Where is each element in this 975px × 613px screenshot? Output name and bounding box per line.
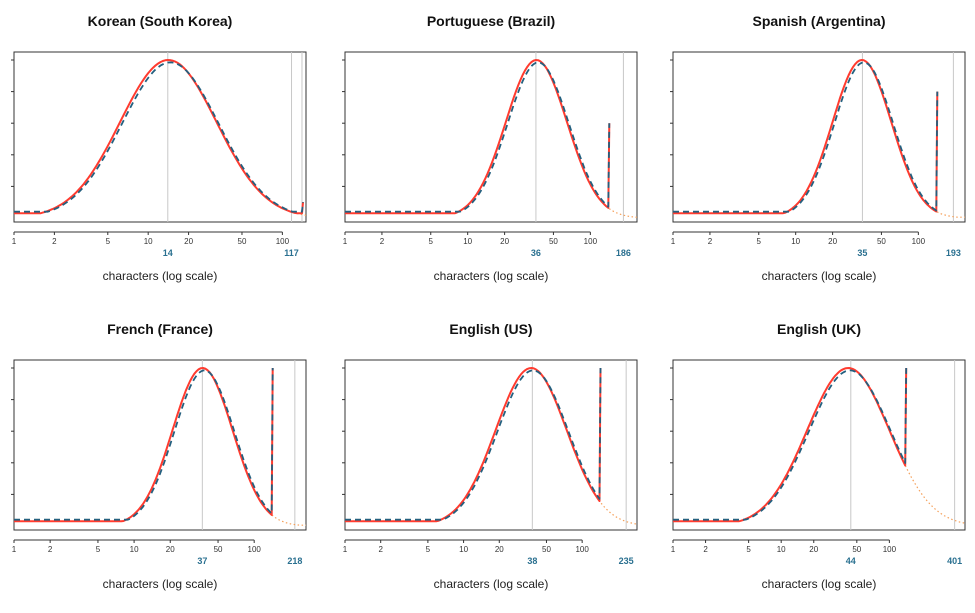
max-length-value-label: 117 xyxy=(284,248,299,258)
chart-title: Spanish (Argentina) xyxy=(752,13,885,29)
x-tick-label: 20 xyxy=(500,237,509,246)
x-tick-label: 50 xyxy=(852,545,861,554)
x-tick-label: 2 xyxy=(708,237,713,246)
x-tick-label: 50 xyxy=(238,237,247,246)
fitted-series-line xyxy=(345,367,602,521)
plot-frame xyxy=(13,51,307,223)
x-tick-label: 1 xyxy=(671,545,676,554)
x-tick-label: 10 xyxy=(463,237,472,246)
x-tick-label: 5 xyxy=(426,545,431,554)
x-tick-label: 2 xyxy=(703,545,708,554)
x-tick-label: 20 xyxy=(166,545,175,554)
x-tick-label: 20 xyxy=(809,545,818,554)
x-tick-label: 5 xyxy=(429,237,434,246)
x-tick-label: 50 xyxy=(542,545,551,554)
chart-panel: Portuguese (Brazil) 1 2 5 10 20 50 100 36 186 char… xyxy=(342,13,638,283)
x-tick-label: 100 xyxy=(584,237,598,246)
x-tick-label: 100 xyxy=(575,545,589,554)
fitted-series-line xyxy=(345,61,611,213)
max-length-value-label: 218 xyxy=(287,556,302,566)
mode-value-label: 14 xyxy=(163,248,173,258)
x-axis-label: characters (log scale) xyxy=(434,269,549,283)
plot-frame xyxy=(672,359,966,531)
x-tick-label: 50 xyxy=(549,237,558,246)
x-axis-label: characters (log scale) xyxy=(434,577,549,591)
x-tick-label: 2 xyxy=(380,237,385,246)
max-length-value-label: 186 xyxy=(616,248,631,258)
extrapolation-series-line xyxy=(888,428,966,524)
max-length-value-label: 235 xyxy=(619,556,634,566)
observed-series-line xyxy=(14,59,304,215)
x-tick-label: 1 xyxy=(343,237,348,246)
mode-value-label: 36 xyxy=(531,248,541,258)
observed-series-line xyxy=(14,367,274,523)
x-tick-label: 5 xyxy=(96,545,101,554)
plot-frame xyxy=(344,51,638,223)
x-axis-label: characters (log scale) xyxy=(762,577,877,591)
extrapolation-series-line xyxy=(581,468,638,525)
x-tick-label: 100 xyxy=(883,545,897,554)
mode-value-label: 37 xyxy=(197,556,207,566)
fitted-series-line xyxy=(673,367,908,521)
x-tick-label: 50 xyxy=(877,237,886,246)
x-tick-label: 1 xyxy=(343,545,348,554)
x-tick-label: 20 xyxy=(184,237,193,246)
max-length-value-label: 401 xyxy=(947,556,962,566)
chart-panel: Korean (South Korea) 1 2 5 10 20 50 100 14 117 cha… xyxy=(11,13,307,283)
x-tick-label: 1 xyxy=(12,237,17,246)
x-axis-label: characters (log scale) xyxy=(103,577,218,591)
fitted-series-line xyxy=(14,61,304,213)
x-tick-label: 10 xyxy=(791,237,800,246)
chart-title: Portuguese (Brazil) xyxy=(427,13,555,29)
x-tick-label: 100 xyxy=(276,237,290,246)
x-tick-label: 20 xyxy=(495,545,504,554)
mode-value-label: 35 xyxy=(857,248,867,258)
chart-title: English (US) xyxy=(449,321,532,337)
plot-frame xyxy=(13,359,307,531)
chart-panel: Spanish (Argentina) 1 2 5 10 20 50 100 35 193 char… xyxy=(670,13,966,283)
extrapolation-series-line xyxy=(589,183,637,218)
plot-frame xyxy=(344,359,638,531)
chart-title: French (France) xyxy=(107,321,213,337)
x-tick-label: 5 xyxy=(757,237,762,246)
chart-title: Korean (South Korea) xyxy=(88,13,233,29)
x-tick-label: 10 xyxy=(459,545,468,554)
observed-series-line xyxy=(673,59,939,215)
x-tick-label: 10 xyxy=(130,545,139,554)
extrapolation-series-line xyxy=(917,191,965,218)
fitted-series-line xyxy=(14,367,274,521)
x-tick-label: 1 xyxy=(12,545,17,554)
chart-title: English (UK) xyxy=(777,321,861,337)
x-tick-label: 5 xyxy=(106,237,111,246)
x-axis-label: characters (log scale) xyxy=(762,269,877,283)
x-tick-label: 2 xyxy=(378,545,383,554)
x-tick-label: 50 xyxy=(214,545,223,554)
x-tick-label: 10 xyxy=(777,545,786,554)
observed-series-line xyxy=(345,367,602,523)
x-tick-label: 1 xyxy=(671,237,676,246)
fitted-series-line xyxy=(673,61,939,213)
plot-frame xyxy=(672,51,966,223)
chart-panel: English (US) 1 2 5 10 20 50 100 38 235 characters … xyxy=(342,321,638,591)
mode-value-label: 44 xyxy=(846,556,856,566)
max-length-value-label: 193 xyxy=(946,248,961,258)
chart-panel: English (UK) 1 2 5 10 20 50 100 44 401 characters … xyxy=(670,321,966,591)
chart-panels: Korean (South Korea) 1 2 5 10 20 50 100 14 117 cha… xyxy=(11,13,966,591)
chart-panel: French (France) 1 2 5 10 20 50 100 37 218 characte… xyxy=(11,321,307,591)
x-axis-label: characters (log scale) xyxy=(103,269,218,283)
x-tick-label: 10 xyxy=(144,237,153,246)
observed-series-line xyxy=(345,59,611,215)
x-tick-label: 20 xyxy=(828,237,837,246)
x-tick-label: 5 xyxy=(746,545,751,554)
mode-value-label: 38 xyxy=(527,556,537,566)
x-tick-label: 100 xyxy=(912,237,926,246)
extrapolation-series-line xyxy=(253,488,306,526)
x-tick-label: 2 xyxy=(52,237,57,246)
x-tick-label: 2 xyxy=(48,545,53,554)
x-tick-label: 100 xyxy=(248,545,262,554)
